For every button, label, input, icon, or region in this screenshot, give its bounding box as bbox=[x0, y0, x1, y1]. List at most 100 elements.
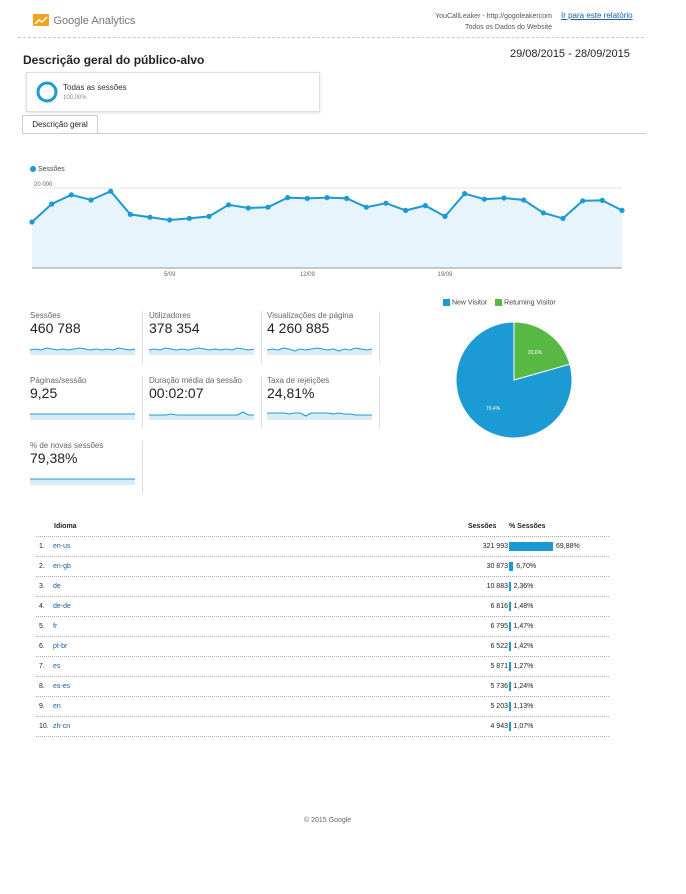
tab-overview[interactable]: Descrição geral bbox=[22, 115, 98, 134]
pie-slice-returning-visitor bbox=[513, 321, 571, 381]
sparkline-area bbox=[149, 412, 254, 420]
table-row: 6. pt-br 6 522 1,42% bbox=[36, 636, 609, 657]
data-point bbox=[324, 195, 330, 201]
data-point bbox=[422, 203, 428, 209]
legend-new-visitor: New Visitor bbox=[451, 299, 488, 307]
data-point bbox=[68, 192, 74, 198]
row-language-link[interactable]: zh-cn bbox=[53, 723, 71, 730]
metric-value: 24,81% bbox=[267, 385, 315, 401]
header-sessions: Sessões bbox=[468, 523, 497, 530]
table-row: 5. fr 6 795 1,47% bbox=[36, 616, 609, 637]
segment-label: Todas as sessões bbox=[63, 83, 127, 92]
metric-card: % de novas sessões 79,38% bbox=[30, 441, 143, 493]
metric-value: 00:02:07 bbox=[149, 385, 204, 401]
data-point bbox=[560, 215, 566, 221]
row-language-link[interactable]: fr bbox=[53, 623, 58, 630]
sparkline-area bbox=[267, 413, 372, 420]
metric-card: Visualizações de página 4 260 885 bbox=[267, 311, 380, 363]
percent-bar bbox=[509, 642, 511, 651]
metric-sparkline bbox=[267, 347, 373, 355]
data-point bbox=[344, 195, 350, 201]
metric-sparkline bbox=[30, 478, 135, 485]
data-point bbox=[501, 195, 507, 201]
row-language-link[interactable]: de-de bbox=[53, 603, 71, 610]
x-tick-label: 12/09 bbox=[300, 272, 316, 276]
x-tick-label: 19/09 bbox=[437, 272, 453, 276]
metric-label: Taxa de rejeições bbox=[267, 376, 330, 385]
percent-bar bbox=[509, 562, 514, 571]
row-sessions: 4 943 bbox=[490, 723, 508, 730]
metric-label: Duração média da sessão bbox=[149, 376, 242, 385]
percent-bar bbox=[509, 542, 554, 551]
row-language-link[interactable]: de bbox=[53, 583, 61, 590]
sparkline-line bbox=[149, 411, 254, 416]
metric-value: 460 788 bbox=[30, 320, 81, 336]
row-rank: 4. bbox=[39, 603, 45, 610]
data-point bbox=[29, 219, 35, 225]
row-sessions: 30 873 bbox=[486, 563, 508, 570]
legend-returning-visitor: Returning Visitor bbox=[504, 299, 556, 307]
row-language-link[interactable]: pt-br bbox=[53, 643, 68, 650]
goto-report-link[interactable]: Ir para este relatório bbox=[561, 11, 633, 20]
legend-swatch-new bbox=[443, 299, 450, 306]
area-fill bbox=[32, 191, 622, 268]
row-rank: 7. bbox=[39, 663, 45, 670]
row-language-link[interactable]: es bbox=[53, 663, 61, 670]
row-percent: 1,48% bbox=[513, 603, 534, 610]
percent-bar bbox=[509, 662, 511, 671]
row-sessions: 5 736 bbox=[490, 683, 508, 690]
table-header: Idioma Sessões % Sessões bbox=[36, 523, 609, 535]
row-sessions: 10 883 bbox=[486, 583, 508, 590]
row-language-link[interactable]: es-es bbox=[53, 683, 71, 690]
account-info: YouCallLeaker - http://gogoleakercom Tod… bbox=[352, 11, 552, 33]
row-percent: 1,07% bbox=[513, 723, 534, 730]
row-language-link[interactable]: en bbox=[53, 703, 61, 710]
data-point bbox=[226, 202, 232, 208]
row-percent: 1,47% bbox=[513, 623, 534, 630]
row-percent: 6,70% bbox=[516, 563, 537, 570]
metric-sparkline bbox=[30, 413, 135, 420]
header-percent: % Sessões bbox=[509, 523, 546, 530]
table-bottom-border bbox=[36, 736, 609, 737]
metric-card: Taxa de rejeições 24,81% bbox=[267, 376, 380, 428]
data-point bbox=[403, 207, 409, 213]
row-percent: 1,24% bbox=[513, 683, 534, 690]
pie-slice-label: 79,4% bbox=[486, 406, 501, 412]
percent-bar bbox=[509, 702, 511, 711]
table-row: 10. zh-cn 4 943 1,07% bbox=[36, 716, 609, 737]
metric-sparkline bbox=[267, 412, 372, 420]
metric-sparkline bbox=[149, 347, 255, 355]
row-language-link[interactable]: en-us bbox=[53, 543, 71, 550]
sparkline-area bbox=[30, 414, 135, 420]
metric-card: Duração média da sessão 00:02:07 bbox=[149, 376, 262, 428]
google-analytics-logo: Google Analytics bbox=[33, 11, 135, 29]
segment-ring-icon bbox=[36, 81, 58, 103]
metric-sparkline bbox=[149, 411, 254, 420]
segment-card[interactable]: Todas as sessões 100,00% bbox=[26, 72, 320, 112]
page-title: Descrição geral do público-alvo bbox=[23, 53, 205, 67]
sparkline-line bbox=[149, 347, 255, 351]
percent-bar bbox=[509, 622, 511, 631]
metric-sparkline bbox=[30, 347, 136, 355]
data-point bbox=[245, 205, 251, 211]
data-point bbox=[481, 196, 487, 202]
row-language-link[interactable]: en-gb bbox=[53, 563, 71, 570]
data-point bbox=[265, 204, 271, 210]
header-divider bbox=[18, 37, 644, 38]
data-point bbox=[49, 201, 55, 207]
metric-label: % de novas sessões bbox=[30, 441, 104, 450]
data-point bbox=[304, 195, 310, 201]
data-point bbox=[540, 210, 546, 216]
data-point bbox=[363, 204, 369, 210]
account-line-2: Todos os Dados do Website bbox=[464, 24, 552, 31]
legend-swatch-returning bbox=[495, 299, 503, 306]
data-point bbox=[167, 217, 173, 223]
row-percent: 2,36% bbox=[513, 583, 534, 590]
data-point bbox=[147, 214, 153, 220]
table-row: 3. de 10 883 2,36% bbox=[36, 576, 609, 597]
legend-series-name: Sessões bbox=[37, 166, 65, 173]
table-row: 9. en 5 203 1,13% bbox=[36, 696, 609, 717]
row-rank: 6. bbox=[39, 643, 45, 650]
sparkline-area bbox=[267, 348, 372, 355]
date-range[interactable]: 29/08/2015 - 28/09/2015 bbox=[510, 48, 630, 60]
